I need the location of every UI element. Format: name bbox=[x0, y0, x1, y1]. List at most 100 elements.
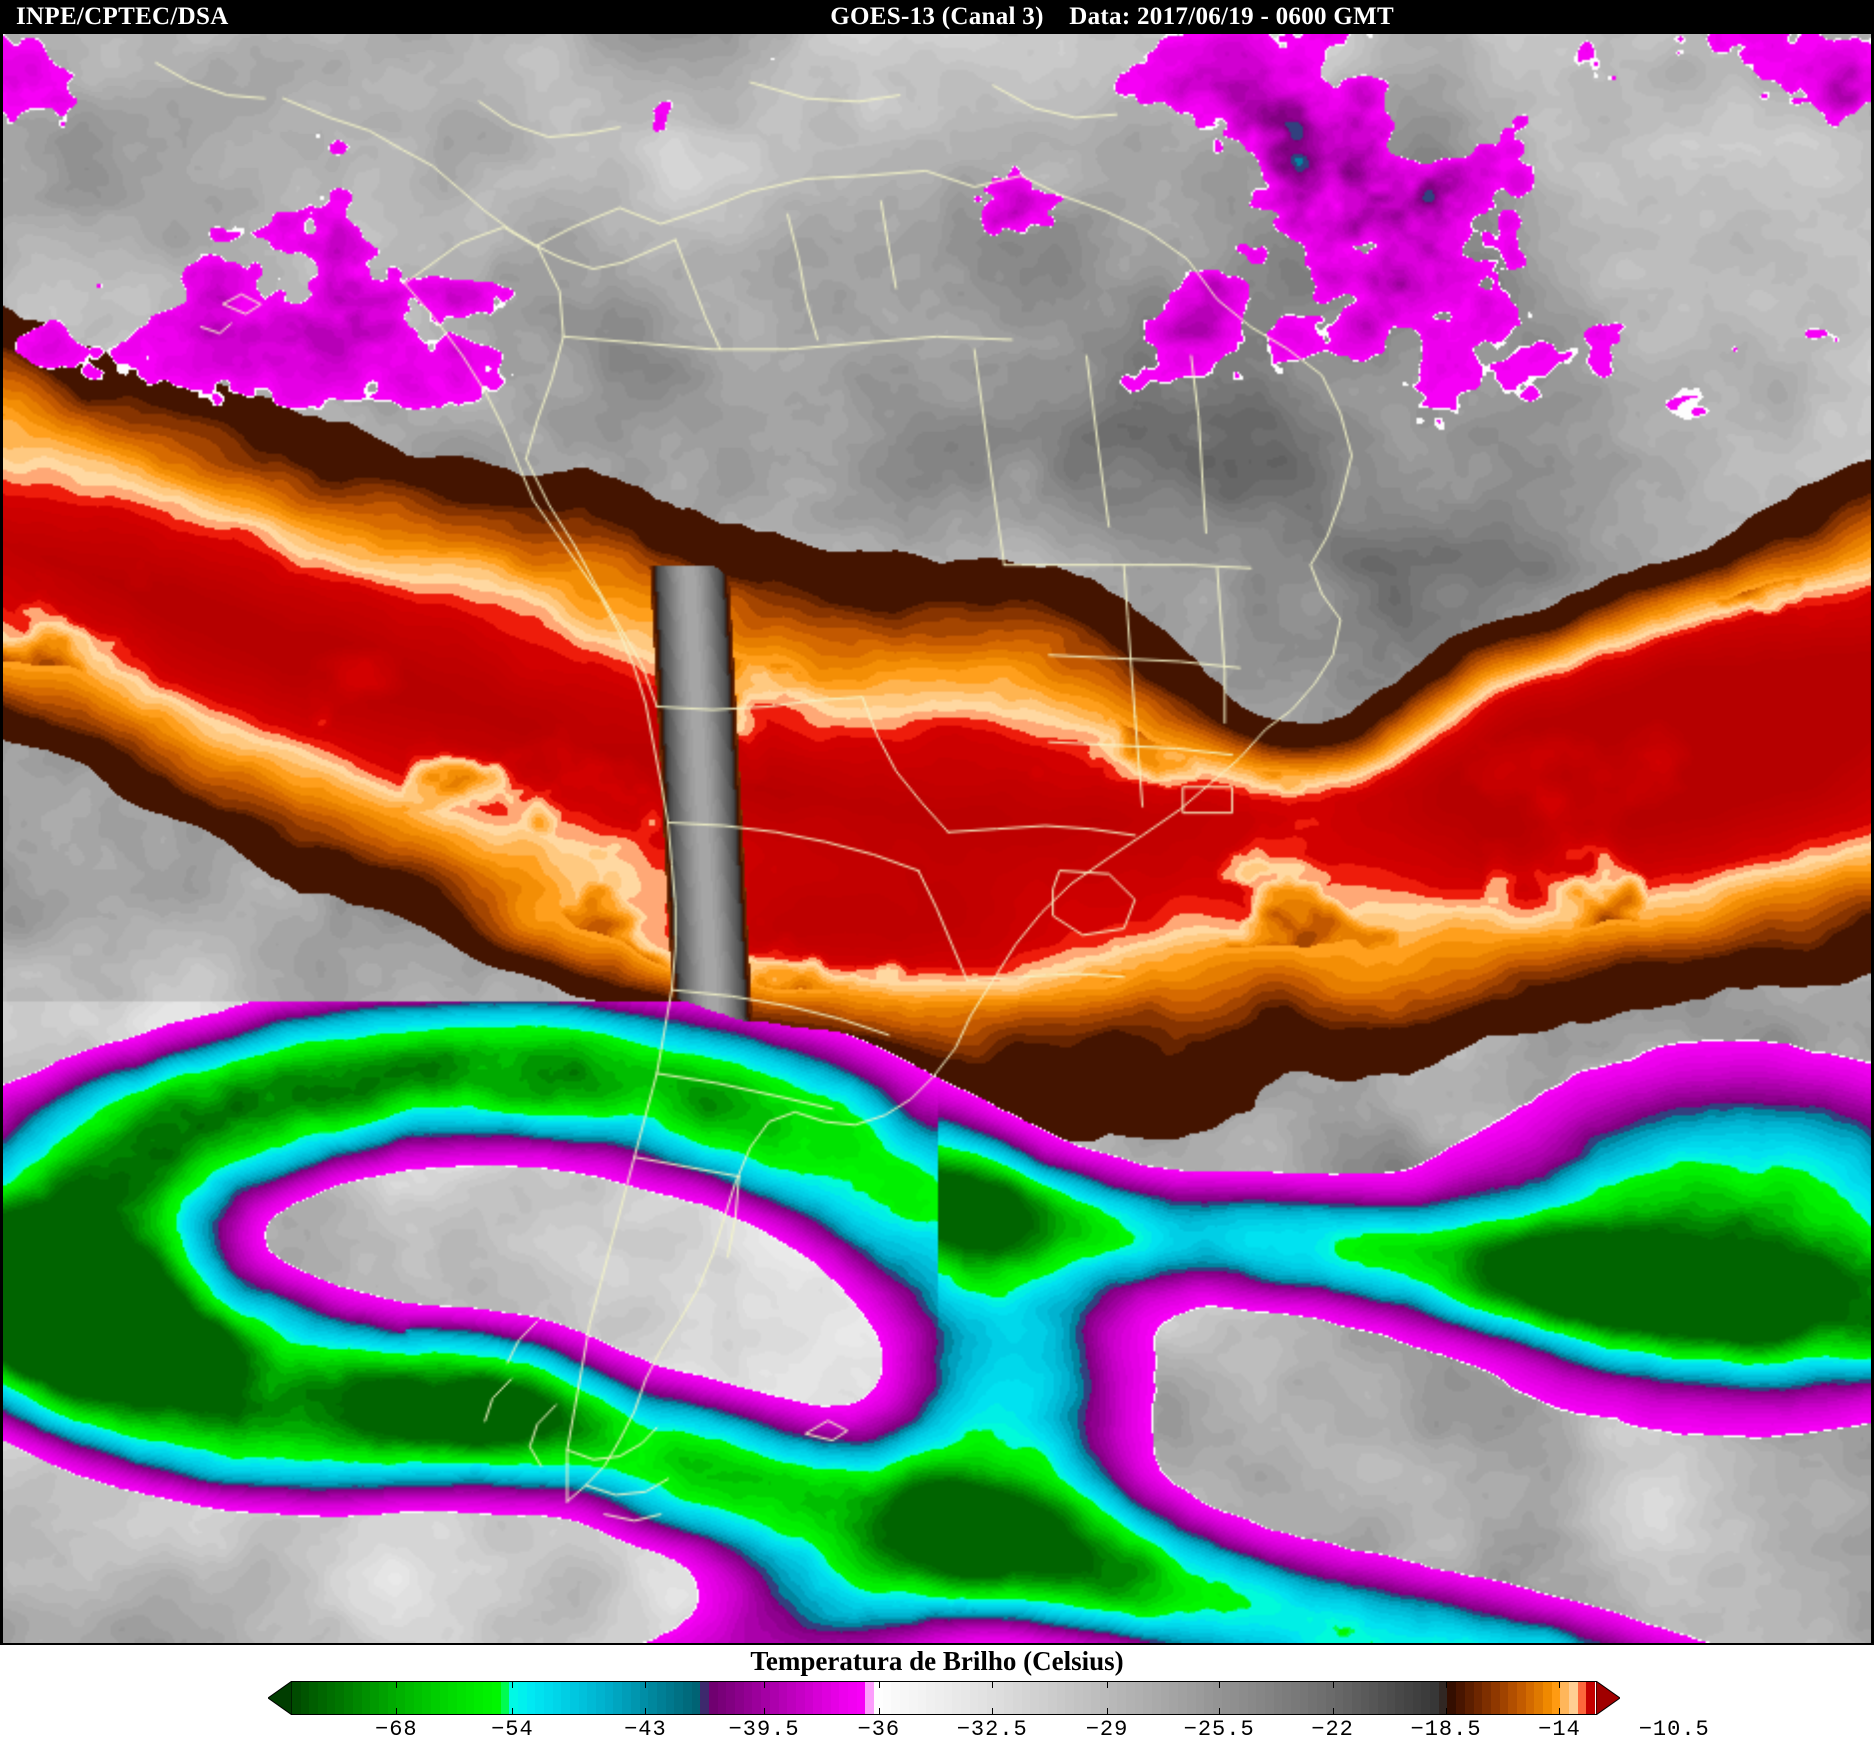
colorbar-segment bbox=[778, 1682, 788, 1714]
colorbar-segment bbox=[656, 1682, 666, 1714]
colorbar-right-arrow-icon bbox=[1596, 1681, 1620, 1715]
colorbar-tick-label: −22 bbox=[1311, 1717, 1354, 1742]
colorbar-segment bbox=[292, 1682, 301, 1714]
colorbar-segment bbox=[1212, 1682, 1222, 1714]
colorbar-segment bbox=[1412, 1682, 1422, 1714]
colorbar-title: Temperatura de Brilho (Celsius) bbox=[750, 1646, 1124, 1676]
colorbar-segment bbox=[908, 1682, 918, 1714]
colorbar-tick-label: −25.5 bbox=[1183, 1717, 1255, 1742]
colorbar-segment bbox=[891, 1682, 901, 1714]
colorbar-segment bbox=[1360, 1682, 1370, 1714]
colorbar-segment bbox=[300, 1682, 310, 1714]
colorbar-segment bbox=[1456, 1682, 1465, 1714]
colorbar-segment bbox=[665, 1682, 675, 1714]
colorbar-tick-label: −68 bbox=[375, 1717, 418, 1742]
colorbar-segment bbox=[978, 1682, 987, 1714]
colorbar-segment bbox=[735, 1682, 744, 1714]
colorbar-segment bbox=[821, 1682, 831, 1714]
colorbar-segment bbox=[691, 1682, 701, 1714]
colorbar-left-arrow-icon bbox=[268, 1681, 292, 1715]
colorbar-segment bbox=[413, 1682, 423, 1714]
colorbar-segment bbox=[1308, 1682, 1318, 1714]
colorbar-segment bbox=[404, 1682, 414, 1714]
colorbar-segment bbox=[1325, 1682, 1335, 1714]
colorbar-segment bbox=[1447, 1682, 1457, 1714]
colorbar-segment bbox=[1230, 1682, 1239, 1714]
colorbar-segment bbox=[1490, 1682, 1500, 1714]
colorbar-segment bbox=[830, 1682, 840, 1714]
satellite-infrared-image bbox=[3, 34, 1871, 1643]
colorbar-segment bbox=[1273, 1682, 1283, 1714]
colorbar-segment bbox=[1108, 1682, 1118, 1714]
colorbar-segment bbox=[1247, 1682, 1257, 1714]
colorbar-segment bbox=[1056, 1682, 1066, 1714]
colorbar-segment bbox=[526, 1682, 536, 1714]
colorbar-segment bbox=[1169, 1682, 1179, 1714]
colorbar-segment bbox=[535, 1682, 544, 1714]
colorbar-segment bbox=[1516, 1682, 1526, 1714]
colorbar-tick-labels: −68 −54 −43 −39.5 −36 −32.5 −29 −25.5 −22 −18.5 −1… bbox=[268, 1717, 1709, 1747]
colorbar-segment bbox=[1343, 1682, 1352, 1714]
colorbar-segment bbox=[1021, 1682, 1031, 1714]
colorbar-segment bbox=[1126, 1682, 1135, 1714]
colorbar-segment bbox=[387, 1682, 397, 1714]
colorbar-segment bbox=[1134, 1682, 1144, 1714]
colorbar-segment bbox=[509, 1682, 518, 1714]
colorbar-segment bbox=[1586, 1682, 1596, 1714]
colorbar-segment bbox=[882, 1682, 892, 1714]
colorbar-segment bbox=[1351, 1682, 1361, 1714]
colorbar-segment bbox=[1178, 1682, 1187, 1714]
colorbar-segment bbox=[987, 1682, 996, 1714]
colorbar-tick-label: −14 bbox=[1538, 1717, 1581, 1742]
colorbar-segment bbox=[1047, 1682, 1057, 1714]
colorbar-segment bbox=[1091, 1682, 1100, 1714]
colorbar-tick-label: −43 bbox=[624, 1717, 667, 1742]
colorbar-segment bbox=[1404, 1682, 1413, 1714]
colorbar-segment bbox=[1534, 1682, 1543, 1714]
colorbar-segment bbox=[1421, 1682, 1431, 1714]
colorbar-segment bbox=[1508, 1682, 1517, 1714]
datetime-label: Data: 2017/06/19 - 0600 GMT bbox=[1069, 3, 1394, 30]
colorbar-segment bbox=[952, 1682, 961, 1714]
colorbar-segment bbox=[561, 1682, 570, 1714]
colorbar-segment bbox=[378, 1682, 388, 1714]
colorbar-segment bbox=[1482, 1682, 1491, 1714]
colorbar-segment bbox=[682, 1682, 692, 1714]
colorbar-segment bbox=[1082, 1682, 1092, 1714]
colorbar-segment bbox=[474, 1682, 484, 1714]
colorbar-segment bbox=[1013, 1682, 1022, 1714]
header-bar: INPE/CPTEC/DSA GOES-13 (Canal 3) Data: 2… bbox=[0, 0, 1874, 34]
agency-label: INPE/CPTEC/DSA bbox=[16, 3, 229, 30]
colorbar-segment bbox=[934, 1682, 944, 1714]
colorbar-segment bbox=[1334, 1682, 1344, 1714]
colorbar-segment bbox=[969, 1682, 979, 1714]
colorbar-segment bbox=[1117, 1682, 1126, 1714]
colorbar bbox=[268, 1681, 1620, 1715]
colorbar-segment bbox=[926, 1682, 935, 1714]
colorbar-segment bbox=[648, 1682, 657, 1714]
colorbar-segment bbox=[1377, 1682, 1387, 1714]
colorbar-segment bbox=[1525, 1682, 1535, 1714]
colorbar-segment bbox=[1386, 1682, 1396, 1714]
colorbar-segment bbox=[717, 1682, 727, 1714]
colorbar-segment bbox=[309, 1682, 319, 1714]
colorbar-segment bbox=[1395, 1682, 1404, 1714]
colorbar-segment bbox=[352, 1682, 362, 1714]
colorbar-segment bbox=[570, 1682, 579, 1714]
colorbar-segment bbox=[1186, 1682, 1196, 1714]
colorbar-segment bbox=[457, 1682, 466, 1714]
colorbar-tick-label: −54 bbox=[491, 1717, 534, 1742]
colorbar-segment bbox=[1238, 1682, 1248, 1714]
colorbar-segment bbox=[1065, 1682, 1074, 1714]
colorbar-segment bbox=[1265, 1682, 1274, 1714]
colorbar-segment bbox=[596, 1682, 605, 1714]
colorbar-segment bbox=[1438, 1682, 1448, 1714]
satellite-channel-label: GOES-13 (Canal 3) bbox=[830, 3, 1044, 30]
colorbar-segment bbox=[674, 1682, 683, 1714]
colorbar-segment bbox=[483, 1682, 492, 1714]
colorbar-tick-label: −39.5 bbox=[728, 1717, 800, 1742]
colorbar-segment bbox=[1221, 1682, 1231, 1714]
colorbar-segment bbox=[465, 1682, 475, 1714]
colorbar-segment bbox=[839, 1682, 848, 1714]
colorbar-segment bbox=[900, 1682, 909, 1714]
